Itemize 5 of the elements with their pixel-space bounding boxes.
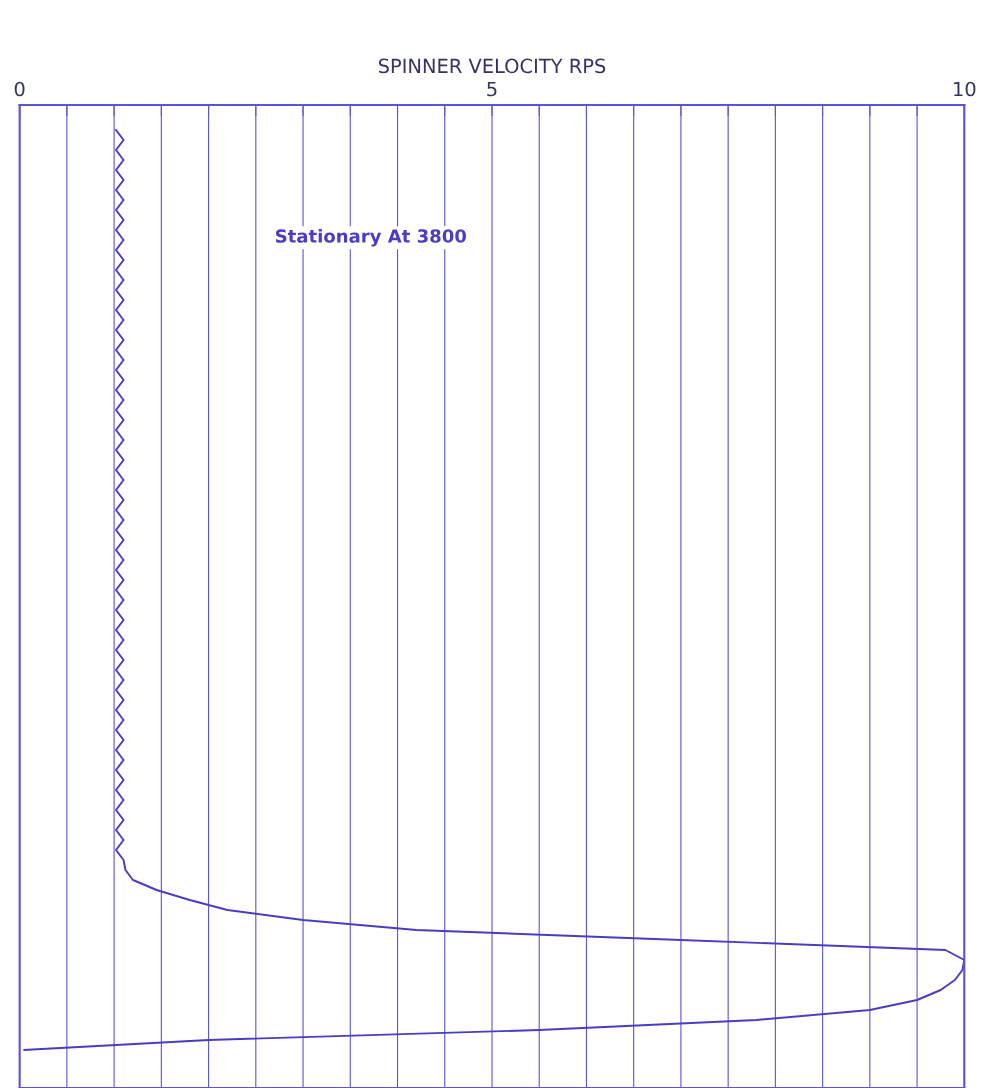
x-axis-title: SPINNER VELOCITY RPS [378, 58, 606, 74]
x-tick-label: 0 [14, 81, 25, 97]
x-tick-label: 10 [954, 81, 976, 97]
annotation: Stationary At 3800 [276, 228, 467, 247]
x-tick-label: 5 [487, 81, 497, 97]
